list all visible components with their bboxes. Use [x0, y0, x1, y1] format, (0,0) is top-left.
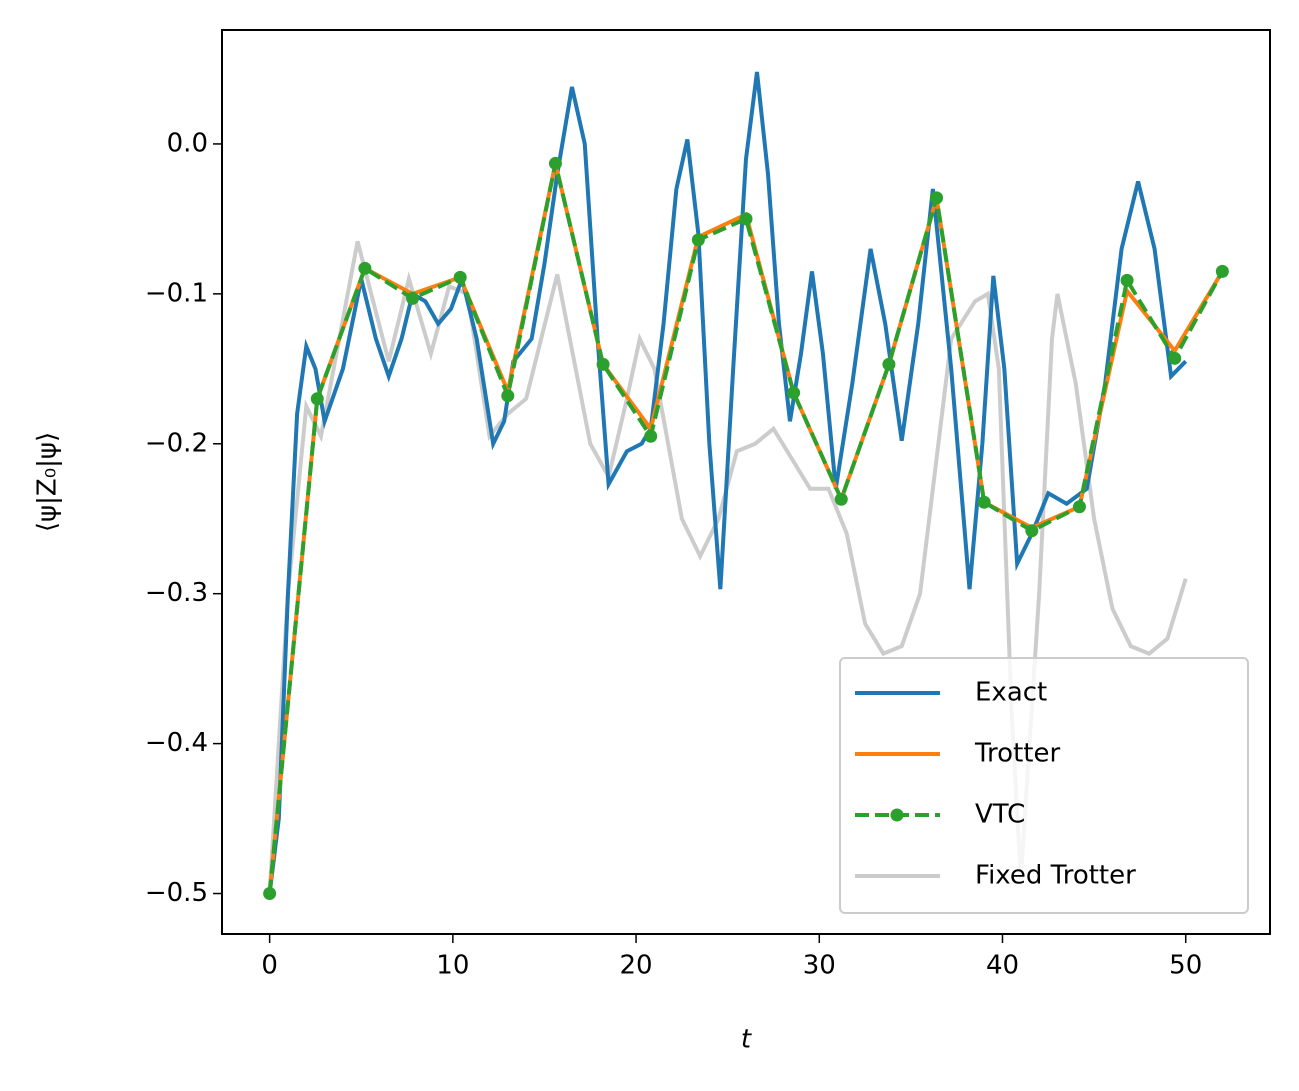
series-marker [596, 357, 610, 371]
y-axis-label: ⟨ψ|Z₀|ψ⟩ [33, 432, 63, 532]
y-tick-label: −0.3 [145, 578, 208, 608]
series-line [267, 240, 1188, 894]
series-marker [1215, 264, 1229, 278]
series-marker [453, 270, 467, 284]
plot-frame [221, 29, 1271, 935]
y-tick-label: 0.0 [167, 128, 208, 158]
series-marker [501, 389, 515, 403]
y-tick-label: −0.5 [145, 878, 208, 908]
x-tick-label: 0 [261, 951, 278, 981]
legend-label: Exact [975, 678, 1047, 708]
legend-label: Fixed Trotter [975, 861, 1136, 891]
series-marker [834, 492, 848, 506]
x-tick-label: 30 [803, 951, 836, 981]
series-marker [1168, 351, 1182, 365]
y-tick-label: −0.4 [145, 728, 208, 758]
series-marker [548, 156, 562, 170]
series-marker [358, 261, 372, 275]
series-marker [787, 386, 801, 400]
series-marker [930, 191, 944, 205]
series-marker [739, 212, 753, 226]
legend-label: VTC [975, 800, 1025, 830]
x-axis-label: t [741, 1025, 752, 1055]
x-tick-label: 10 [436, 951, 469, 981]
legend-marker [890, 808, 904, 822]
x-tick-label: 40 [986, 951, 1019, 981]
plot [263, 71, 1229, 901]
x-tick-label: 50 [1169, 951, 1202, 981]
series-marker [882, 357, 896, 371]
legend-label: Trotter [974, 739, 1060, 769]
y-tick-label: −0.2 [145, 428, 208, 458]
series-marker [644, 429, 658, 443]
series-marker [1072, 500, 1086, 514]
series-marker [263, 887, 277, 901]
x-tick-label: 20 [620, 951, 653, 981]
series-marker [310, 392, 324, 406]
y-tick-label: −0.1 [145, 278, 208, 308]
series-marker [977, 495, 991, 509]
series-marker [406, 291, 420, 305]
series-marker [1025, 524, 1039, 538]
legend-box [839, 657, 1249, 914]
series-marker [1120, 273, 1134, 287]
series-marker [691, 233, 705, 247]
series-line [267, 162, 1225, 894]
